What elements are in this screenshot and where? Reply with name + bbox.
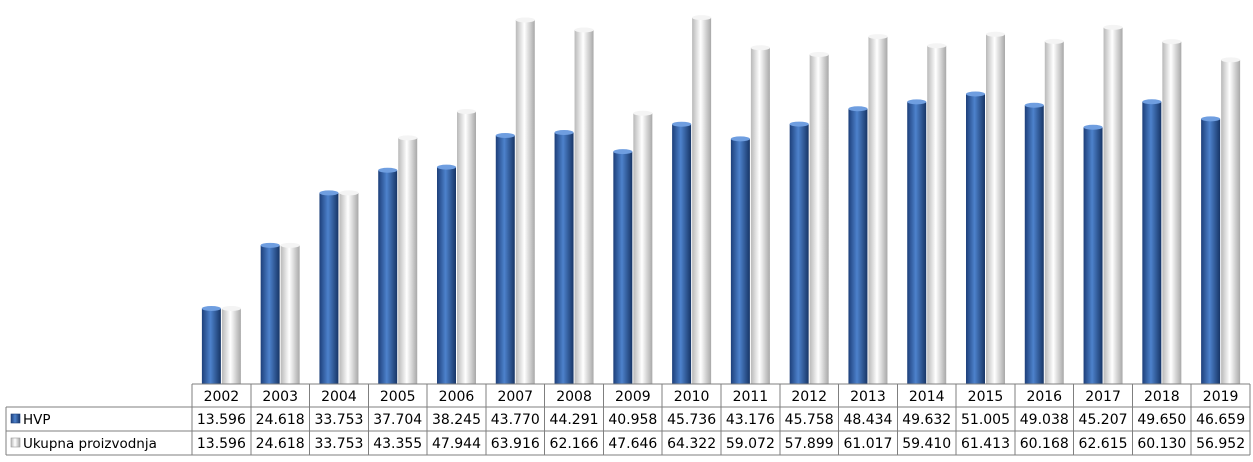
- data-label: 43.355: [373, 436, 422, 452]
- bar-hvp-2003: [260, 242, 280, 384]
- bar-hvp-2006: [437, 164, 456, 384]
- bar-hvp-2008: [554, 129, 574, 384]
- data-label: 57.899: [785, 436, 834, 452]
- bar-ukupna-2010: [692, 15, 712, 384]
- bar-hvp-2004: [319, 190, 339, 384]
- bar-hvp-2009: [613, 149, 633, 384]
- legend-label: HVP: [23, 412, 51, 428]
- bar-hvp-2014: [907, 99, 927, 385]
- data-label: 61.413: [961, 436, 1010, 452]
- x-tick-label: 2007: [497, 389, 533, 405]
- bar-hvp-2005: [378, 167, 398, 384]
- data-label: 38.245: [432, 412, 481, 428]
- x-tick-label: 2006: [439, 389, 475, 405]
- bar-hvp-2007: [495, 132, 515, 384]
- data-label: 44.291: [550, 412, 599, 428]
- data-label: 63.916: [491, 436, 540, 452]
- bar-hvp-2010: [672, 121, 692, 384]
- bar-ukupna-2016: [1044, 38, 1064, 384]
- data-label: 45.736: [667, 412, 716, 428]
- bar-ukupna-2014: [927, 43, 947, 384]
- bar-ukupna-2005: [398, 135, 418, 384]
- data-label: 24.618: [256, 436, 305, 452]
- bar-ukupna-2013: [868, 34, 888, 384]
- bar-ukupna-2012: [809, 51, 829, 385]
- x-tick-label: 2019: [1203, 389, 1239, 405]
- data-label: 33.753: [314, 412, 363, 428]
- bar-ukupna-2007: [515, 17, 535, 384]
- legend-key-ukupna: [10, 437, 21, 448]
- x-tick-label: 2008: [556, 389, 592, 405]
- data-label: 64.322: [667, 436, 716, 452]
- legend-label: Ukupna proizvodnja: [23, 436, 157, 452]
- x-tick-label: 2003: [262, 389, 298, 405]
- x-tick-label: 2010: [674, 389, 710, 405]
- data-label: 51.005: [961, 412, 1010, 428]
- data-label: 33.753: [314, 436, 363, 452]
- x-tick-label: 2011: [733, 389, 769, 405]
- data-label: 59.072: [726, 436, 775, 452]
- data-label: 56.952: [1196, 436, 1245, 452]
- bar-ukupna-2009: [633, 110, 653, 385]
- bar-ukupna-2017: [1103, 24, 1123, 384]
- bar-hvp-2017: [1083, 124, 1103, 384]
- x-tick-label: 2005: [380, 389, 416, 405]
- x-tick-label: 2002: [204, 389, 240, 405]
- bar-ukupna-2006: [457, 109, 476, 384]
- data-label: 62.615: [1079, 436, 1128, 452]
- data-label: 13.596: [197, 436, 246, 452]
- bar-hvp-2018: [1142, 99, 1162, 384]
- bar-ukupna-2019: [1221, 57, 1241, 384]
- data-label: 46.659: [1196, 412, 1245, 428]
- data-label: 62.166: [550, 436, 599, 452]
- bar-ukupna-2004: [339, 190, 359, 384]
- x-tick-label: 2017: [1085, 389, 1121, 405]
- data-label: 60.130: [1137, 436, 1186, 452]
- data-label: 60.168: [1020, 436, 1069, 452]
- bar-ukupna-2018: [1162, 39, 1182, 384]
- x-tick-label: 2014: [909, 389, 945, 405]
- bar-ukupna-2011: [750, 45, 770, 385]
- bar-ukupna-2015: [986, 31, 1005, 384]
- data-label: 45.207: [1079, 412, 1128, 428]
- bar-hvp-2011: [730, 136, 750, 384]
- x-tick-label: 2009: [615, 389, 651, 405]
- data-label: 49.650: [1137, 412, 1186, 428]
- x-tick-label: 2015: [968, 389, 1004, 405]
- x-tick-label: 2004: [321, 389, 357, 405]
- bar-ukupna-2008: [574, 27, 594, 384]
- bar-hvp-2015: [966, 91, 985, 384]
- data-label: 13.596: [197, 412, 246, 428]
- bar-hvp-2002: [201, 306, 221, 384]
- x-tick-label: 2013: [850, 389, 886, 405]
- data-label: 59.410: [902, 436, 951, 452]
- bars-layer: [201, 15, 1241, 385]
- data-label: 43.176: [726, 412, 775, 428]
- data-table: 2002 2003 2004 2005 2006 2007 2008 2009 2010 2011…: [5, 383, 1251, 456]
- data-label: 47.646: [608, 436, 657, 452]
- bar-ukupna-2002: [221, 306, 241, 384]
- data-label: 24.618: [256, 412, 305, 428]
- data-label: 45.758: [785, 412, 834, 428]
- x-tick-label: 2012: [791, 389, 827, 405]
- data-label: 48.434: [843, 412, 892, 428]
- data-label: 40.958: [608, 412, 657, 428]
- bar-hvp-2016: [1024, 102, 1044, 385]
- data-label: 37.704: [373, 412, 422, 428]
- bar-hvp-2019: [1201, 116, 1221, 384]
- x-tick-label: 2016: [1026, 389, 1062, 405]
- data-label: 49.632: [902, 412, 951, 428]
- legend-key-hvp: [10, 413, 21, 424]
- bar-ukupna-2003: [280, 242, 300, 384]
- data-label: 49.038: [1020, 412, 1069, 428]
- bar-hvp-2012: [789, 121, 809, 384]
- x-tick-label: 2018: [1144, 389, 1180, 405]
- bar-hvp-2013: [848, 106, 868, 384]
- data-label: 47.944: [432, 436, 481, 452]
- data-label: 61.017: [843, 436, 892, 452]
- data-label: 43.770: [491, 412, 540, 428]
